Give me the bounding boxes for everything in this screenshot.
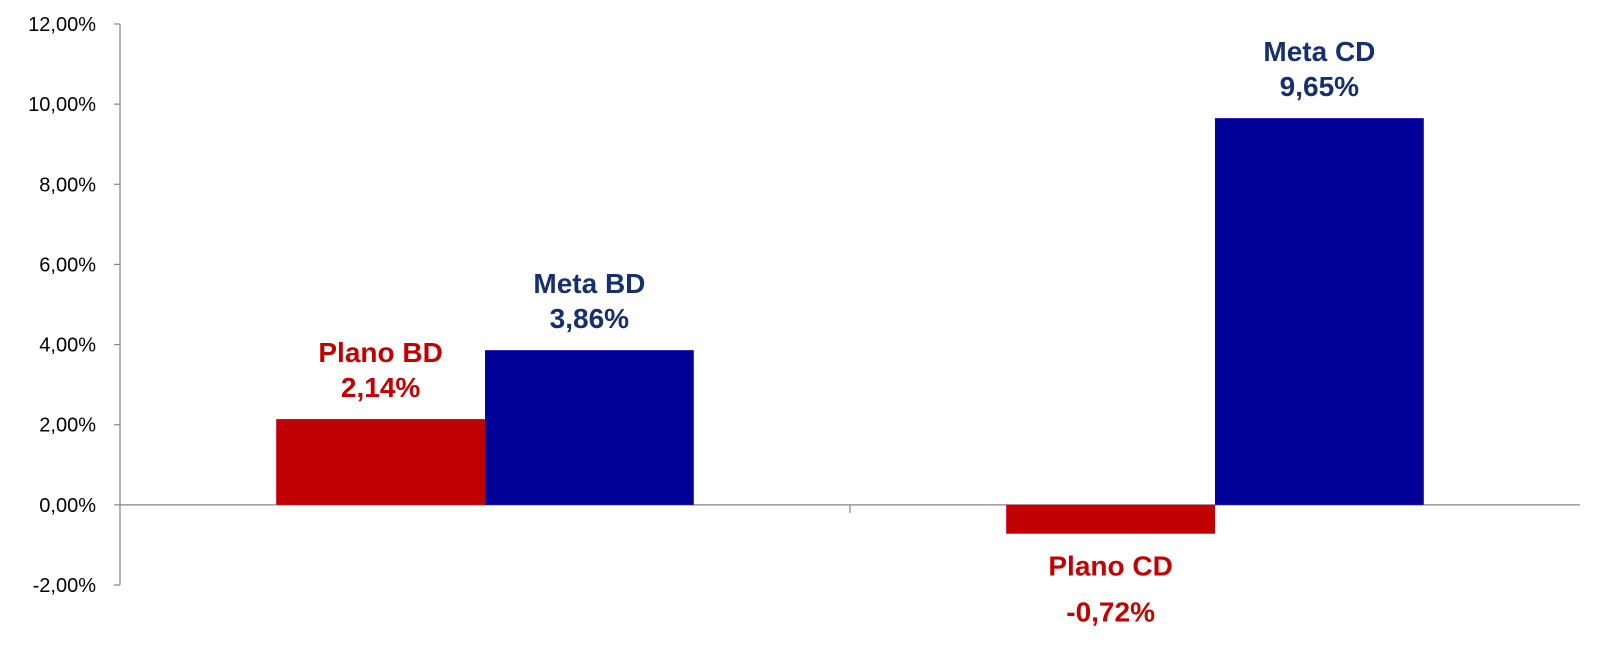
bar xyxy=(276,419,485,505)
y-tick-label: 4,00% xyxy=(39,335,96,357)
y-tick-label: 2,00% xyxy=(39,415,96,437)
data-label-value: 9,65% xyxy=(1280,71,1359,102)
data-label-value: 2,14% xyxy=(341,372,420,403)
bar xyxy=(1006,504,1215,534)
y-tick-label: 6,00% xyxy=(39,254,96,276)
data-label-name: Meta CD xyxy=(1263,36,1375,67)
y-tick-label: -2,00% xyxy=(33,575,97,597)
bar xyxy=(1215,118,1424,505)
data-label-name: Meta BD xyxy=(533,268,645,299)
data-label-value: -0,72% xyxy=(1066,597,1155,628)
y-tick-label: 12,00% xyxy=(28,14,96,36)
label-layer: Plano BD 2,14% Meta BD 3,86% Plano CD -0,72% M… xyxy=(318,36,1375,628)
data-label-name: Plano CD xyxy=(1048,551,1172,582)
y-tick-label: 10,00% xyxy=(28,94,96,116)
y-tick-label: 8,00% xyxy=(39,174,96,196)
y-tick-label: 0,00% xyxy=(39,495,96,517)
bar-layer xyxy=(276,118,1424,534)
data-label-value: 3,86% xyxy=(550,303,629,334)
bar xyxy=(485,350,694,505)
data-label-name: Plano BD xyxy=(318,337,442,368)
